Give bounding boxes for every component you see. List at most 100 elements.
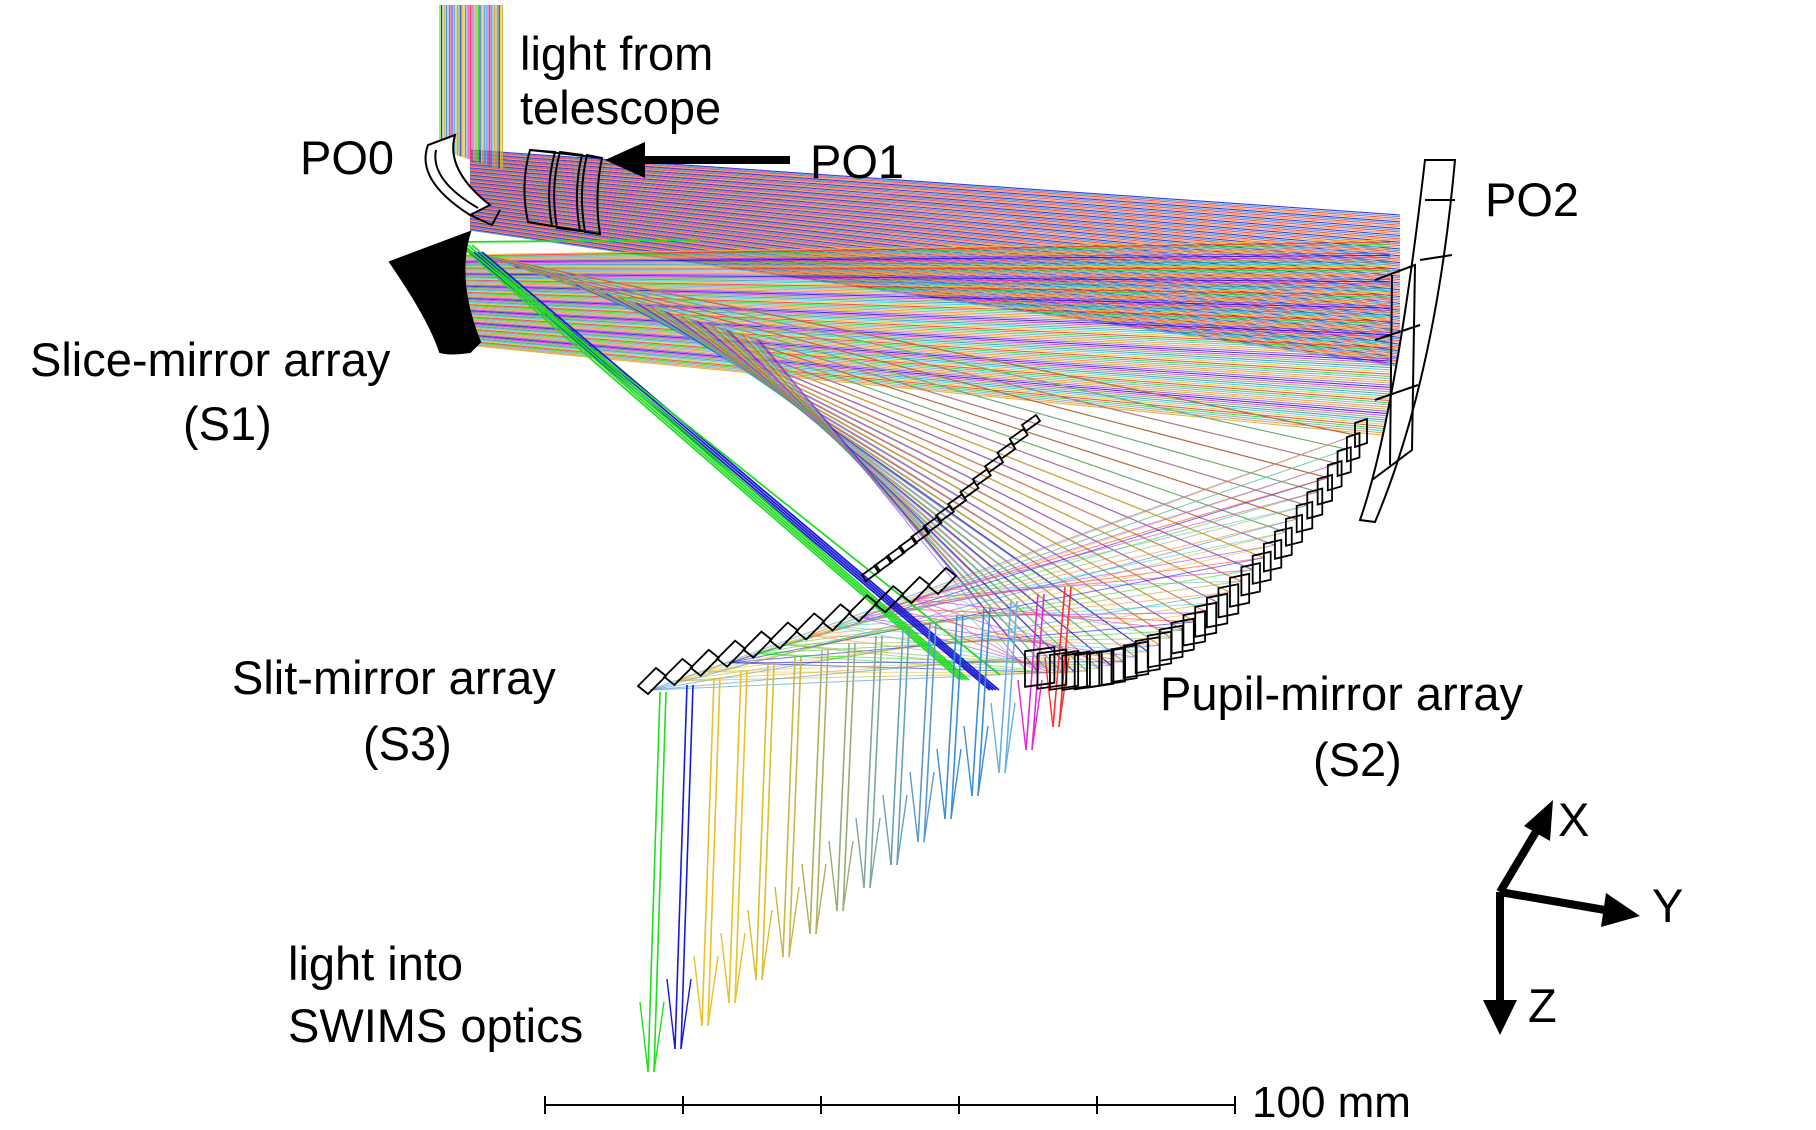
po0-po2-ray <box>469 157 1401 231</box>
output-ray <box>761 909 773 981</box>
po2-s1-ray <box>454 336 1391 421</box>
s2-s3-ray <box>860 544 1276 618</box>
s1-label: (S1) <box>183 397 272 450</box>
scale-bar <box>544 1096 1236 1114</box>
pupil-mirror-element <box>1182 610 1206 647</box>
po2-s1-ray <box>454 257 1391 264</box>
po0-po2-ray <box>469 171 1401 257</box>
light-into-label: light into <box>288 937 464 990</box>
output-ray <box>917 621 931 843</box>
po2-s1-ray <box>454 271 1391 278</box>
pupil-mirror-element <box>1316 473 1333 506</box>
output-ray <box>950 614 964 820</box>
po2-s1-ray <box>454 334 1391 417</box>
pupil-mirror-element <box>1295 500 1314 534</box>
po2-s1-ray <box>454 261 1391 266</box>
po2-s1-ray <box>454 308 1391 360</box>
po0-po2-ray <box>469 162 1401 240</box>
po0-po2-ray <box>469 162 1401 242</box>
output-ray <box>788 656 802 958</box>
output-ray <box>1025 593 1039 751</box>
po0-po2-ray <box>469 184 1401 282</box>
po2-s1-ray <box>454 268 1391 272</box>
s2-s3-ray <box>913 598 1038 672</box>
slit-mirror-array-label: Slit-mirror array <box>232 651 556 704</box>
po2-s1-ray <box>454 335 1391 419</box>
po2-s1-ray <box>454 297 1391 336</box>
s1-s2-ray <box>759 339 1026 670</box>
output-ray <box>815 863 827 935</box>
po2-s1-ray <box>454 322 1391 391</box>
slit-mirror-element <box>996 441 1017 460</box>
swims-optics-label: SWIMS optics <box>288 999 584 1052</box>
po0-po2-ray <box>469 171 1401 259</box>
po2-s1-ray <box>454 324 1391 395</box>
po2-s1-ray <box>454 250 1391 261</box>
slit-mirror-element <box>922 515 943 534</box>
pupil-mirror-element <box>1284 513 1303 547</box>
s1-s2-ray <box>469 252 1356 436</box>
s2-s3-ray <box>834 448 1348 627</box>
po2-s1-ray <box>454 309 1391 362</box>
pupil-mirror-element <box>1274 526 1293 560</box>
po0-po2-ray <box>469 187 1401 287</box>
po2-s1-ray <box>454 311 1391 366</box>
po2-s1-ray <box>454 252 1391 262</box>
output-ray <box>1058 656 1070 728</box>
output-ray <box>896 628 910 866</box>
axis-y-label: Y <box>1652 879 1684 932</box>
output-ray <box>936 748 946 820</box>
output-ray <box>842 642 856 912</box>
y-arrowhead <box>1601 893 1640 927</box>
output-ray <box>869 817 881 889</box>
po2-s1-ray <box>454 303 1391 349</box>
po2-s1-ray <box>454 289 1391 318</box>
output-ray <box>782 656 796 958</box>
po0-po2-ray <box>469 163 1401 243</box>
po2-s1-ray <box>454 331 1391 410</box>
po2-s1-ray <box>454 277 1391 292</box>
po2-s1-ray <box>454 239 1391 256</box>
po0-po2-ray <box>469 179 1401 272</box>
s2-s3-ray <box>808 518 1297 636</box>
s2-s3-ray <box>755 629 1184 655</box>
po2-s1-ray <box>454 273 1391 283</box>
s2-s3-ray <box>808 434 1356 636</box>
pupil-mirror-element <box>1251 550 1272 585</box>
slit-mirror-element <box>934 504 956 523</box>
output-ray <box>693 955 703 1027</box>
po2-s1-ray <box>454 341 1391 432</box>
pupil-mirror-element <box>1098 647 1126 687</box>
pupil-mirror-element <box>1122 640 1150 680</box>
po2-s1-ray <box>454 246 1391 259</box>
output-ray <box>1004 702 1016 774</box>
po0-po2-ray <box>469 170 1401 255</box>
slice-mirror-array-label: Slice-mirror array <box>30 333 391 386</box>
po0-po2-ray <box>469 164 1401 245</box>
po2-s1-ray <box>454 320 1391 386</box>
po2-s1-ray <box>454 330 1391 408</box>
po0-po2-ray <box>469 192 1401 298</box>
output-ray <box>998 600 1012 774</box>
output-ray <box>1004 600 1018 774</box>
po2-mirror <box>1358 159 1457 524</box>
scale-bar-label: 100 mm <box>1252 1078 1411 1127</box>
slit-mirror-element <box>971 468 993 487</box>
output-ray <box>815 649 829 935</box>
green-ray <box>459 244 961 681</box>
po0-po2-ray <box>469 175 1401 265</box>
pupil-mirror-element <box>1229 572 1251 608</box>
po0-po2-ray <box>469 172 1401 260</box>
pupil-mirror-element <box>1205 592 1229 629</box>
s2-s3-ray <box>781 580 1242 646</box>
output-ray <box>701 677 715 1027</box>
s2-s3-ray <box>939 589 1172 639</box>
po0-po2-ray <box>469 183 1401 281</box>
po2-s1-ray <box>454 279 1391 296</box>
s1-s2-ray <box>500 261 1328 479</box>
pupil-mirror-element <box>1073 650 1103 691</box>
pupil-mirror-element <box>1024 646 1056 688</box>
po2-s1-ray <box>454 329 1391 406</box>
pupil-mirror-element <box>1345 431 1361 463</box>
s2-s3-ray <box>649 644 1160 691</box>
